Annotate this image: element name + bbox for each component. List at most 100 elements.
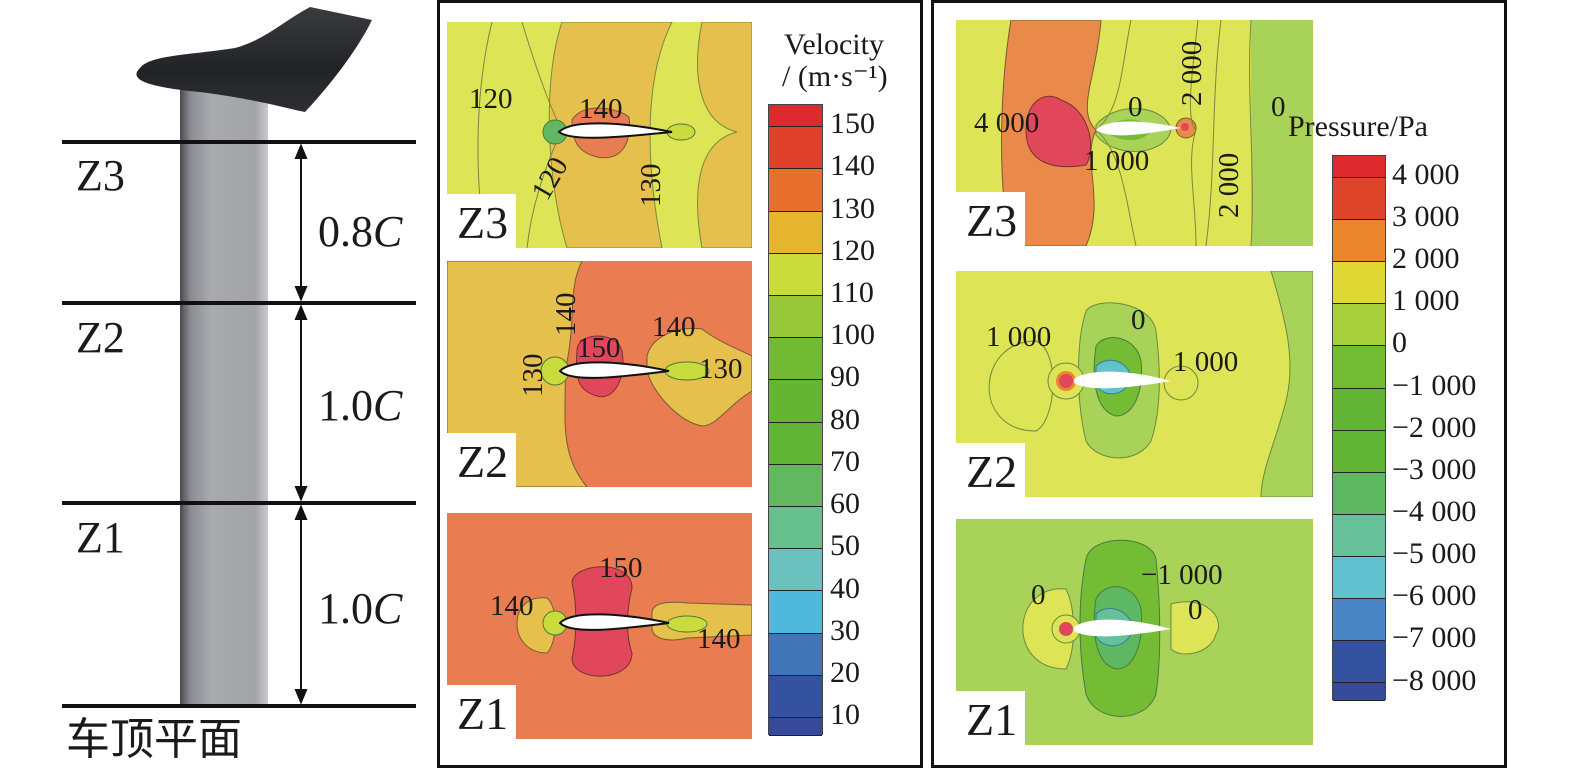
colorbar-segment — [769, 380, 822, 423]
roof-plane-label: 车顶平面 — [66, 714, 242, 765]
pressure-z3-svg: 4 000 0 2 000 0 1 000 2 000 — [956, 20, 1313, 246]
contour-label: 1 000 — [1173, 346, 1238, 378]
colorbar-segment — [1333, 262, 1385, 305]
contour-label: 140 — [652, 311, 696, 343]
dimension-arrows — [294, 143, 308, 705]
contour-label: 4 000 — [974, 107, 1039, 139]
contour-label: 140 — [579, 93, 623, 125]
slice-tag-z2: Z2 — [956, 443, 1026, 497]
colorbar-segment — [769, 169, 822, 212]
colorbar-tick-label: 110 — [830, 276, 874, 309]
contour-label: 130 — [635, 164, 667, 208]
colorbar-segment — [1333, 177, 1385, 220]
antenna-schematic-svg — [62, 7, 416, 708]
colorbar-tick-label: −7 000 — [1392, 621, 1477, 655]
velocity-panel: 120 140 120 130 Z3 140 150 140 130 130 Z… — [437, 0, 923, 768]
colorbar-tick-label: 60 — [830, 487, 860, 521]
zone-label-z1: Z1 — [76, 513, 125, 562]
colorbar-tick-label: 100 — [830, 318, 875, 352]
spacing-z1-roof: 1.0C — [318, 587, 402, 631]
contour-label: −1 000 — [1141, 559, 1223, 591]
contour-label: 140 — [490, 590, 534, 622]
slice-tag-z3: Z3 — [956, 192, 1026, 246]
fin-head — [136, 7, 372, 112]
pressure-panel: 4 000 0 2 000 0 1 000 2 000 Z3 1 000 0 1… — [931, 0, 1507, 768]
colorbar-segment — [1333, 219, 1385, 263]
pressure-colorbar — [1332, 155, 1386, 701]
contour-label: 150 — [577, 332, 621, 364]
contour-label: 120 — [469, 83, 513, 115]
spacing-value: 1.0 — [318, 584, 373, 633]
colorbar-tick-label: 40 — [830, 571, 860, 605]
zone-label-z2: Z2 — [76, 313, 125, 362]
zone-label-z3: Z3 — [76, 151, 125, 200]
colorbar-segment — [769, 675, 822, 719]
spacing-value: 1.0 — [318, 381, 373, 430]
contour-label: 150 — [599, 552, 643, 584]
colorbar-tick-label: 30 — [830, 613, 860, 647]
contour-label: 2 000 — [1213, 153, 1245, 218]
colorbar-segment — [769, 422, 822, 465]
colorbar-tick-label: −8 000 — [1392, 663, 1477, 697]
colorbar-segment — [1333, 388, 1385, 431]
colorbar-tick-label: 50 — [830, 529, 860, 563]
colorbar-segment — [1333, 641, 1385, 684]
spacing-z2-z1: 1.0C — [318, 384, 402, 428]
velocity-colorbar — [768, 104, 823, 736]
contour-label: 0 — [1131, 304, 1146, 336]
colorbar-segment — [1333, 514, 1385, 558]
colorbar-tick-label: 130 — [830, 191, 875, 225]
colorbar-segment — [1333, 304, 1385, 347]
contour-label: 2 000 — [1176, 41, 1208, 106]
colorbar-tick-label: 90 — [830, 360, 860, 394]
colorbar-segment — [769, 295, 822, 339]
pressure-z1-svg: 0 −1 000 0 — [956, 519, 1313, 745]
slice-tag-z2: Z2 — [447, 433, 517, 487]
colorbar-segment — [769, 507, 822, 550]
colorbar-tick-label: −5 000 — [1392, 537, 1477, 571]
colorbar-segment — [769, 549, 822, 592]
colorbar-tick-label: 70 — [830, 444, 860, 478]
spacing-unit: C — [373, 207, 403, 256]
contour-label: 0 — [1271, 91, 1286, 123]
colorbar-segment — [769, 591, 822, 634]
slice-tag-z3: Z3 — [447, 194, 517, 248]
colorbar-segment — [1333, 599, 1385, 642]
colorbar-tick-label: 0 — [1392, 326, 1407, 360]
slice-tag-z1: Z1 — [956, 691, 1026, 745]
contour-label: 0 — [1031, 579, 1046, 611]
slice-tag-z1: Z1 — [447, 685, 517, 739]
colorbar-segment — [769, 718, 822, 736]
spacing-unit: C — [373, 381, 403, 430]
colorbar-segment — [1333, 156, 1385, 178]
contour-label: 140 — [697, 623, 741, 655]
contour-label: 140 — [550, 293, 582, 337]
colorbar-tick-label: −2 000 — [1392, 410, 1477, 444]
contour-label: 0 — [1188, 594, 1203, 626]
colorbar-tick-label: 80 — [830, 402, 860, 436]
colorbar-segment — [1333, 430, 1385, 473]
contour-label: 130 — [517, 354, 549, 398]
colorbar-tick-label: 150 — [830, 107, 875, 141]
colorbar-segment — [769, 211, 822, 254]
colorbar-segment — [1333, 346, 1385, 389]
colorbar-segment — [1333, 557, 1385, 600]
colorbar-segment — [769, 105, 822, 128]
mast — [180, 85, 268, 707]
colorbar-title-line1: Velocity — [784, 28, 884, 61]
colorbar-segment — [769, 338, 822, 381]
colorbar-segment — [769, 253, 822, 296]
colorbar-tick-label: 3 000 — [1392, 199, 1460, 233]
spacing-unit: C — [373, 584, 403, 633]
colorbar-tick-label: 10 — [830, 698, 860, 732]
contour-label: 0 — [1128, 91, 1143, 123]
spacing-z3-z2: 0.8C — [318, 210, 402, 254]
colorbar-tick-label: −6 000 — [1392, 579, 1477, 613]
colorbar-segment — [769, 633, 822, 676]
velocity-contour-z3: 120 140 120 130 Z3 — [447, 22, 752, 248]
contour-label: 1 000 — [1084, 145, 1149, 177]
colorbar-tick-label: −4 000 — [1392, 494, 1477, 528]
colorbar-title-line2: / (m·s⁻¹) — [782, 59, 888, 93]
velocity-contour-z1: 150 140 140 Z1 — [447, 513, 752, 739]
velocity-contour-z2: 140 150 140 130 130 Z2 — [447, 261, 752, 487]
